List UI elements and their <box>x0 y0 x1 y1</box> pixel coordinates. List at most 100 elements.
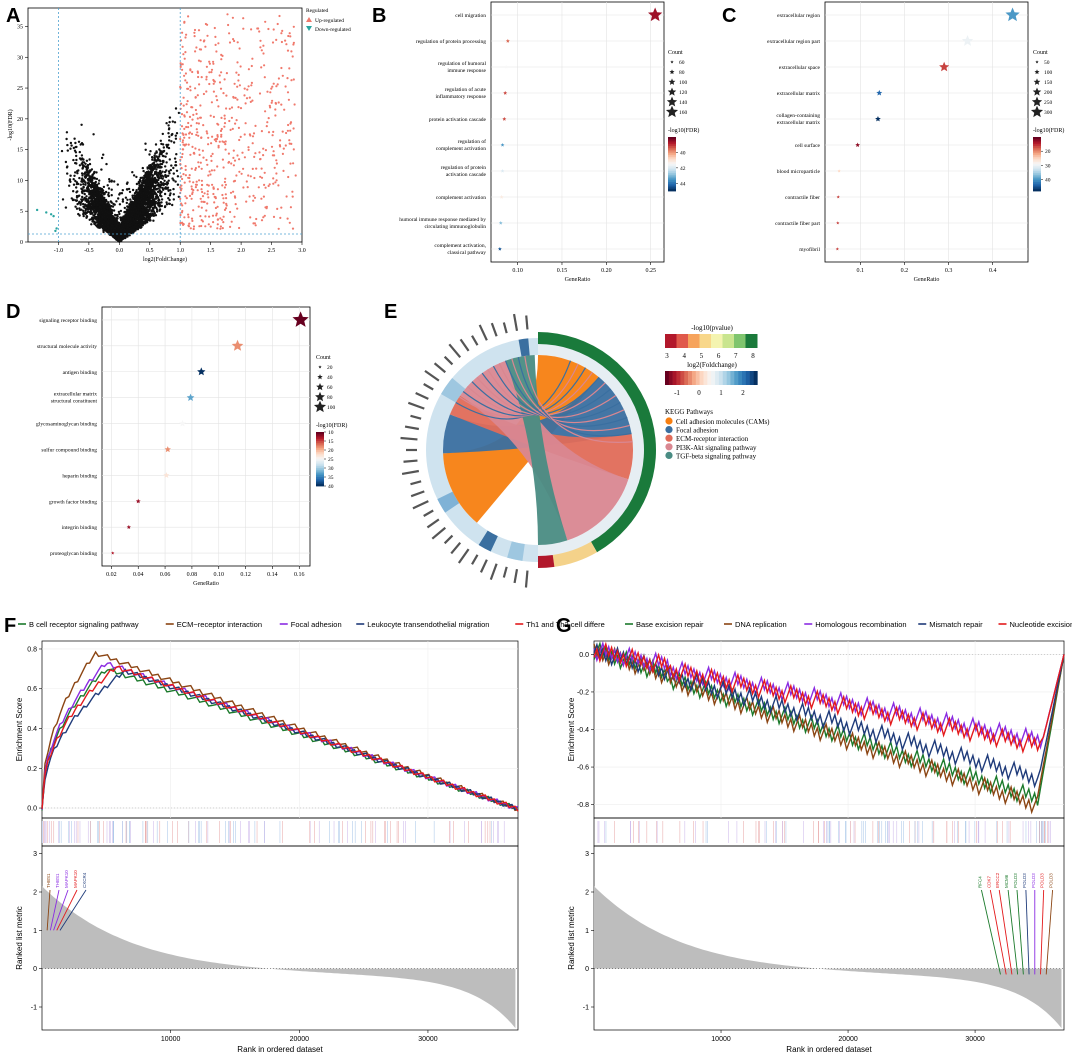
panel-a-volcano-plot: -1.0 -0.5 0.0 0.5 1.0 1.5 2.0 2.5 3.005101520253… <box>7 7 351 263</box>
point-ns <box>157 190 160 194</box>
point-ns <box>151 162 155 165</box>
point-ns <box>152 214 155 217</box>
point-ns <box>125 234 129 237</box>
point-ns <box>167 189 170 192</box>
point-ns <box>136 221 139 224</box>
point-ns <box>135 175 138 179</box>
point-ns <box>165 183 169 186</box>
point-ns <box>113 221 116 224</box>
point-ns <box>69 180 72 183</box>
point-ns <box>157 198 160 201</box>
point-ns <box>71 198 75 202</box>
point-ns <box>117 210 121 214</box>
point-ns <box>81 143 85 146</box>
plot-frame <box>27 7 303 243</box>
point-ns <box>129 217 132 221</box>
point-ns <box>158 201 162 204</box>
point-ns <box>144 192 147 195</box>
point-ns <box>144 142 147 145</box>
point-ns <box>174 134 177 137</box>
point-ns <box>139 176 142 180</box>
point-ns <box>140 186 144 189</box>
point-ns <box>98 205 102 209</box>
point-ns <box>148 176 151 180</box>
point-ns <box>158 189 161 192</box>
point-ns <box>174 107 178 110</box>
point-ns <box>140 204 143 207</box>
point-ns <box>96 203 99 207</box>
point-ns <box>83 196 87 200</box>
point-ns <box>142 169 145 173</box>
point-ns <box>177 111 181 115</box>
point-ns <box>159 166 162 169</box>
point-ns <box>81 202 85 206</box>
panel-letter-e: E <box>384 301 397 323</box>
point-ns <box>144 203 147 206</box>
point-ns <box>86 165 90 169</box>
panel-letter-a: A <box>6 5 20 27</box>
point-ns <box>74 161 77 165</box>
point-ns <box>64 206 68 209</box>
point-ns <box>144 199 147 202</box>
point-ns <box>101 201 104 205</box>
point-ns <box>107 204 110 207</box>
point-ns <box>84 207 88 211</box>
point-ns <box>136 217 139 220</box>
point-ns <box>84 176 87 179</box>
point-ns <box>90 193 93 196</box>
point-ns <box>98 197 102 200</box>
point-ns <box>157 178 160 182</box>
point-ns <box>102 230 105 234</box>
point-ns <box>141 220 144 224</box>
point-ns <box>106 220 109 223</box>
point-ns <box>81 163 84 167</box>
point-ns <box>155 168 158 171</box>
point-ns <box>122 237 125 240</box>
point-ns <box>141 181 144 185</box>
point-ns <box>86 163 90 167</box>
point-ns <box>146 192 149 195</box>
point-ns <box>151 174 155 177</box>
point-ns <box>86 210 90 213</box>
point-ns <box>107 187 111 190</box>
point-ns <box>153 156 156 159</box>
point-ns <box>150 164 153 167</box>
point-ns <box>81 174 84 177</box>
point-ns <box>136 211 139 214</box>
point-ns <box>112 209 116 212</box>
point-ns <box>175 132 179 135</box>
point-ns <box>66 149 70 152</box>
point-ns <box>110 188 113 191</box>
point-ns <box>81 195 84 199</box>
point-ns <box>149 186 152 189</box>
point-ns <box>151 156 154 159</box>
point-ns <box>146 197 149 201</box>
point-ns <box>174 160 177 164</box>
point-ns <box>167 124 170 127</box>
point-ns <box>170 164 173 167</box>
point-ns <box>124 196 128 199</box>
point-ns <box>162 146 165 149</box>
point-ns <box>77 169 80 172</box>
point-ns <box>102 198 106 201</box>
point-ns <box>128 222 132 225</box>
point-ns <box>83 192 86 196</box>
point-ns <box>151 206 155 210</box>
point-ns <box>130 207 133 210</box>
point-ns <box>88 169 91 172</box>
point-ns <box>128 210 131 214</box>
point-ns <box>142 196 145 199</box>
point-ns <box>75 191 78 194</box>
point-ns <box>155 210 159 213</box>
point-ns <box>151 158 154 161</box>
point-ns <box>101 211 105 214</box>
point-ns <box>174 180 177 183</box>
point-ns <box>155 159 158 162</box>
point-ns <box>77 182 80 186</box>
point-ns <box>139 226 142 229</box>
point-ns <box>159 163 162 166</box>
point-ns <box>122 230 125 233</box>
points-group <box>35 13 297 243</box>
point-ns <box>107 201 110 204</box>
point-ns <box>69 147 72 150</box>
